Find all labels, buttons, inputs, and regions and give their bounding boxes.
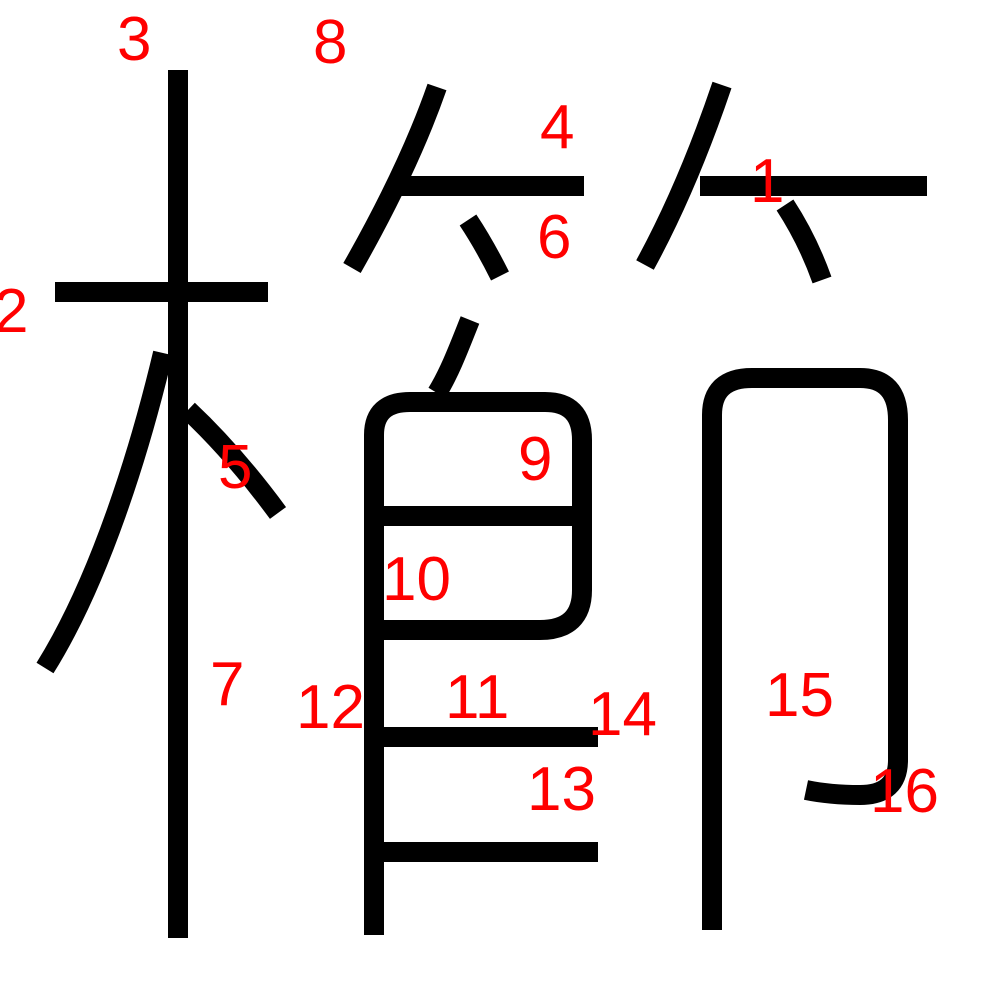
stroke-number-3: 3 [117, 5, 151, 74]
stroke-number-8: 8 [313, 8, 347, 77]
stroke-box-outline [364, 392, 592, 935]
stroke-number-10: 10 [382, 545, 451, 614]
stroke-tree-left-sweep [36, 350, 173, 674]
stroke-number-1: 1 [750, 147, 784, 216]
stroke-number-13: 13 [527, 755, 596, 824]
stroke-number-11: 11 [445, 663, 509, 732]
stroke-number-14: 14 [588, 680, 657, 749]
stroke-number-5: 5 [218, 433, 252, 502]
stroke-number-12: 12 [296, 673, 365, 742]
stroke-number-16: 16 [870, 757, 939, 826]
stroke-number-4: 4 [540, 93, 574, 162]
stroke-bamboo-left-dot [459, 214, 509, 281]
stroke-bamboo-right-slant [636, 81, 732, 270]
stroke-number-2: 2 [0, 277, 28, 346]
stroke-number-9: 9 [518, 425, 552, 494]
stroke-number-15: 15 [765, 661, 834, 730]
stroke-bamboo-right-dot [776, 199, 832, 284]
stroke-number-7: 7 [210, 650, 244, 719]
stroke-top-tick [428, 316, 480, 399]
stroke-number-6: 6 [537, 203, 571, 272]
stroke-tree-right-dot [181, 402, 287, 519]
stroke-seal-radical [702, 368, 908, 930]
